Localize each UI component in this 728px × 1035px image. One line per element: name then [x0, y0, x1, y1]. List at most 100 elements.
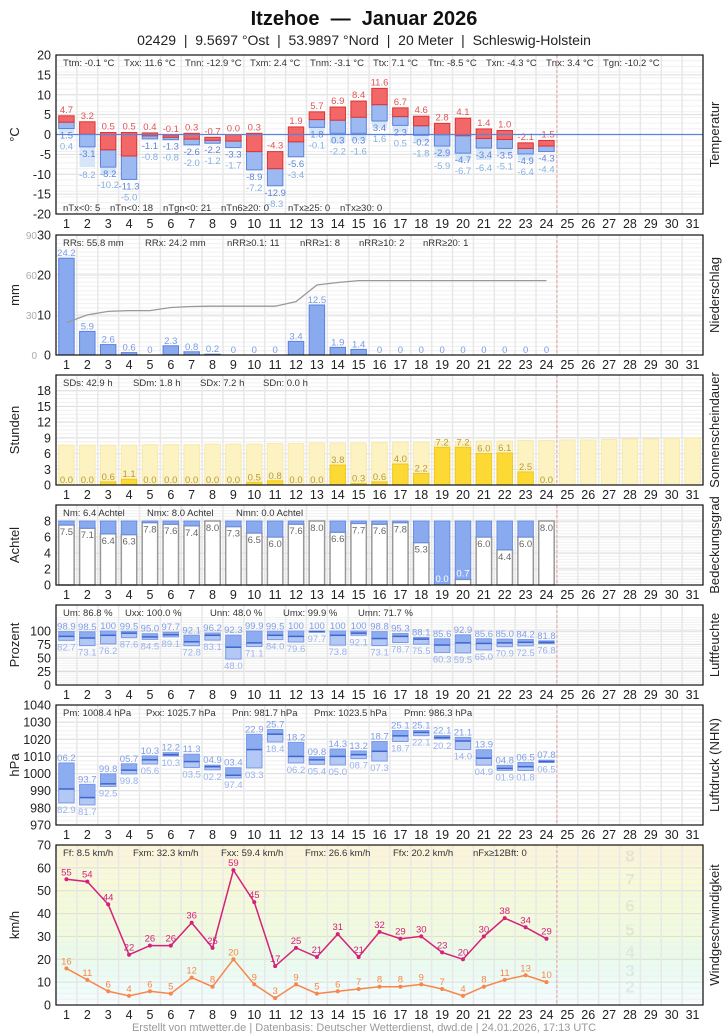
x-tick-label: 1: [63, 688, 70, 702]
x-tick-label: 7: [188, 1008, 195, 1022]
value-label: -0.2: [413, 137, 429, 148]
cloud-bar: [392, 520, 409, 524]
stat-label: Nmn: 0.0 Achtel: [236, 508, 303, 519]
wind-max-point: [356, 955, 361, 959]
x-tick-label: 7: [188, 828, 195, 842]
value-label: 09.8: [308, 747, 327, 758]
x-tick-label: 23: [519, 588, 533, 602]
x-tick-label: 18: [414, 1008, 428, 1022]
x-tick-label: 12: [289, 588, 303, 602]
x-tick-label: 5: [146, 828, 153, 842]
lower-range-bar: [225, 646, 242, 660]
value-label: 30: [479, 924, 490, 935]
x-tick-label: 15: [352, 828, 366, 842]
x-tick-label: 23: [519, 217, 533, 231]
value-label: 6.9: [331, 96, 344, 107]
value-label: 26: [166, 934, 177, 945]
x-tick-label: 28: [623, 588, 637, 602]
value-label: 73.8: [329, 647, 348, 658]
possible-sunshine-bar: [663, 437, 680, 486]
cloud-bar: [183, 520, 200, 527]
value-label: -8.3: [267, 199, 283, 210]
x-tick-label: 6: [167, 217, 174, 231]
value-label: 0: [231, 345, 236, 356]
value-label: -3.3: [225, 150, 241, 161]
beaufort-label: 6: [625, 897, 634, 916]
x-tick-label: 3: [105, 358, 112, 372]
value-label: 04.9: [203, 755, 222, 766]
value-label: 05.4: [308, 766, 327, 777]
x-tick-label: 4: [126, 488, 133, 502]
precip-bar: [308, 304, 326, 356]
wind-mean-point: [419, 982, 424, 987]
value-label: -5.0: [121, 192, 137, 203]
wind-max-point: [377, 929, 382, 934]
x-tick-label: 6: [167, 1008, 174, 1022]
sunshine-bar: [329, 464, 346, 486]
lower-range-bar: [392, 735, 409, 743]
lower-range-bar: [266, 733, 284, 743]
value-label: 7: [356, 977, 361, 988]
value-label: 06.2: [57, 753, 76, 764]
wind-mean-point: [106, 989, 111, 994]
panel-label: Bedeckungsgrad: [707, 496, 722, 594]
precip-bar: [79, 330, 96, 356]
value-label: 78.7: [391, 645, 410, 656]
x-tick-label: 31: [686, 488, 700, 502]
plot-frame: [55, 54, 704, 215]
value-label: 0.0: [164, 475, 177, 486]
x-tick-label: 16: [373, 488, 387, 502]
x-tick-label: 23: [519, 488, 533, 502]
value-label: 0: [398, 345, 403, 356]
y-axis-label: Prozent: [7, 622, 22, 667]
y-tick-label: 1010: [23, 750, 51, 764]
x-tick-label: 11: [269, 488, 282, 502]
value-label: 1.4: [352, 339, 365, 350]
value-label: 6.0: [269, 539, 282, 550]
value-label: 24.2: [57, 248, 76, 259]
value-label: 22.1: [412, 738, 431, 749]
x-tick-label: 28: [623, 688, 637, 702]
wind-max-point: [168, 943, 173, 948]
value-label: 5.9: [81, 321, 94, 332]
y-axis-label: °C: [7, 127, 22, 142]
value-label: 97.4: [224, 780, 243, 791]
x-tick-label: 1: [63, 828, 70, 842]
x-tick-label: 19: [435, 217, 449, 231]
upper-range-bar: [99, 773, 117, 785]
y-tick-label: 10: [37, 309, 51, 323]
value-label: -4.3: [538, 154, 554, 165]
value-label: 84.2: [516, 630, 535, 641]
stat-label: Pxx: 1025.7 hPa: [146, 708, 216, 719]
value-label: 0: [377, 345, 382, 356]
wind-mean-point: [502, 977, 507, 982]
value-label: 11.3: [183, 744, 201, 755]
x-tick-label: 3: [105, 488, 112, 502]
value-label: 97.7: [162, 622, 181, 633]
x-tick-label: 12: [289, 828, 303, 842]
value-label: 10.3: [162, 758, 181, 769]
value-label: 0.7: [456, 568, 469, 579]
value-label: 81.8: [537, 631, 556, 642]
x-tick-label: 1: [63, 358, 70, 372]
ground-min-bar: [517, 153, 534, 160]
x-tick-label: 7: [188, 488, 195, 502]
x-tick-label: 2: [84, 828, 91, 842]
value-label: 96.2: [203, 623, 222, 634]
value-label: -8.2: [79, 170, 95, 181]
x-tick-label: 26: [581, 588, 595, 602]
min-temp-bar: [79, 133, 96, 148]
value-label: 99.8: [99, 764, 118, 775]
value-label: 95.0: [141, 624, 160, 635]
value-label: 10: [541, 970, 552, 981]
value-label: 0.3: [248, 122, 261, 133]
value-label: 07.3: [370, 763, 389, 774]
wind-max-point: [85, 879, 90, 884]
beaufort-band: [56, 941, 703, 962]
possible-sunshine-bar: [559, 439, 576, 486]
x-tick-label: 20: [456, 828, 470, 842]
x-tick-label: 28: [623, 358, 637, 372]
value-label: 6.0: [477, 444, 490, 455]
x-tick-label: 28: [623, 488, 637, 502]
value-label: 17: [270, 954, 281, 965]
